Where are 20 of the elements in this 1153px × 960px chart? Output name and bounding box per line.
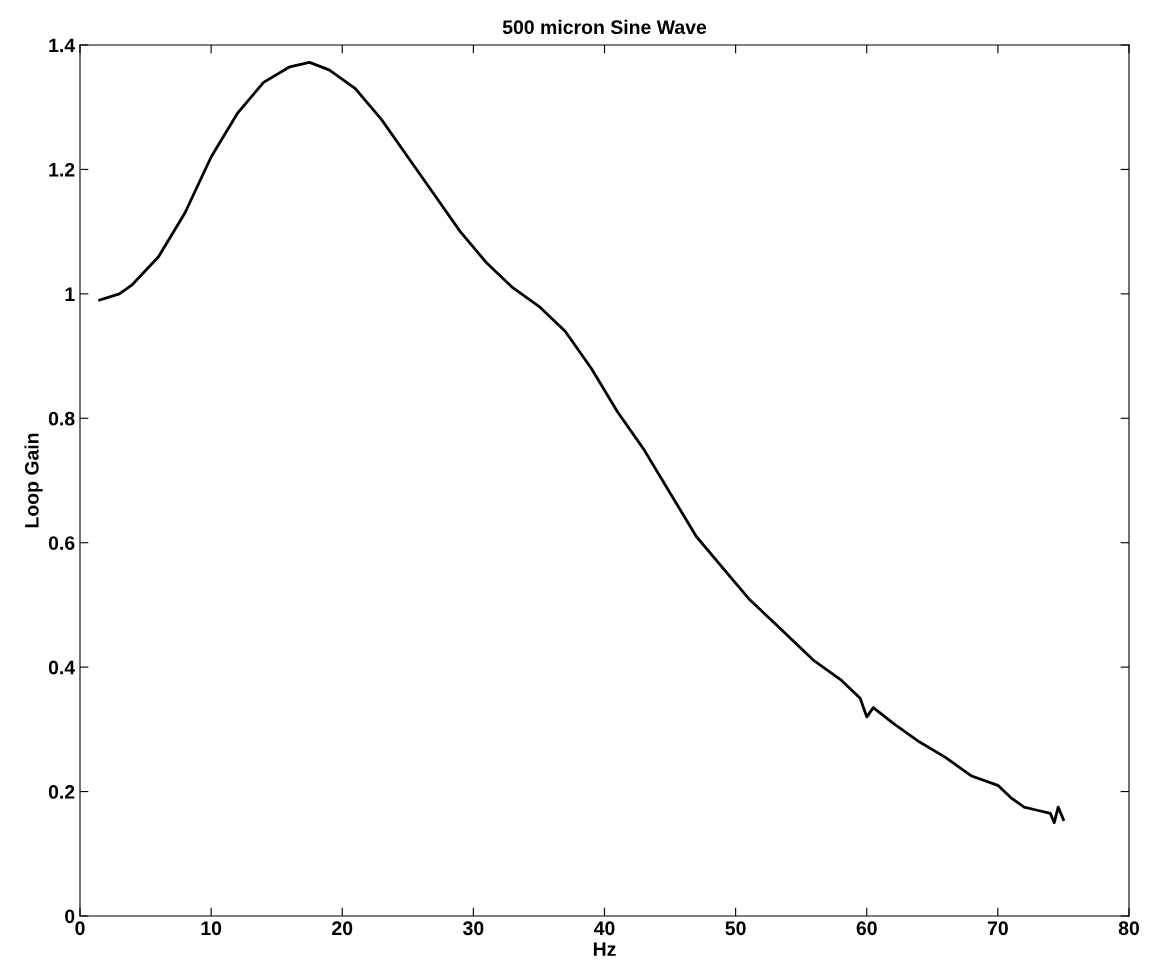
x-tick-label: 60 — [856, 921, 877, 936]
y-tick-label: 0.6 — [48, 536, 75, 550]
x-tick-label: 40 — [593, 921, 615, 936]
y-tick-label: 0 — [65, 909, 75, 924]
y-tick-label: 0.2 — [48, 785, 75, 799]
y-axis-title: Loop Gain — [24, 433, 43, 528]
x-tick-label: 10 — [201, 921, 222, 936]
y-tick-label: 0.4 — [48, 660, 76, 675]
x-axis-title: Hz — [593, 942, 616, 956]
y-tick-label: 1.2 — [49, 162, 75, 177]
x-tick-label: 20 — [332, 921, 353, 936]
x-tick-label: 70 — [987, 921, 1008, 936]
x-tick-label: 80 — [1118, 921, 1140, 936]
x-tick-label: 50 — [725, 921, 746, 936]
line-series — [98, 61, 1065, 825]
y-tick-label: 1 — [65, 287, 75, 301]
y-tick-label: 1.4 — [49, 38, 76, 53]
y-tick-label: 0.8 — [48, 411, 75, 426]
chart-title: 500 micron Sine Wave — [502, 19, 707, 35]
x-tick-label: 30 — [463, 921, 484, 936]
